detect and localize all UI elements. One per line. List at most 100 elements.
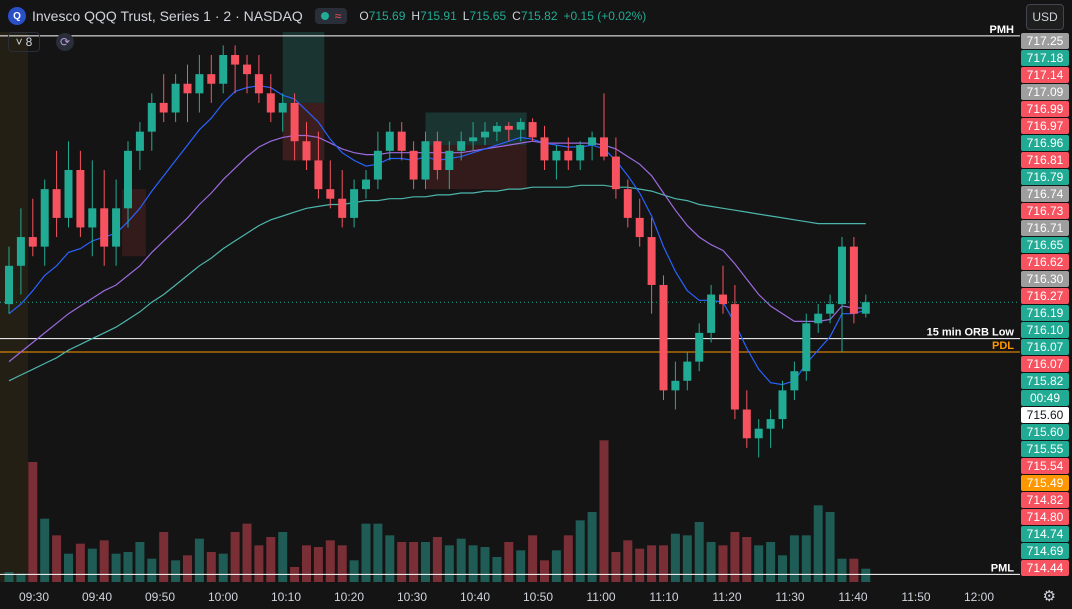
sync-icon[interactable]: ⟳ xyxy=(56,33,74,51)
candle-up xyxy=(861,302,870,314)
candle-up xyxy=(373,150,382,180)
price-label-bg xyxy=(1021,356,1069,372)
volume-bar xyxy=(349,560,359,582)
volume-bar xyxy=(64,553,73,582)
high-value: 715.91 xyxy=(420,9,457,23)
time-tick-label: 11:30 xyxy=(775,590,804,604)
candle-up xyxy=(16,237,25,266)
price-label: 716.74 xyxy=(1027,187,1064,201)
price-label: 717.18 xyxy=(1027,51,1064,65)
candle-up xyxy=(766,419,775,429)
volume-bar xyxy=(849,558,859,582)
low-label: L xyxy=(462,9,470,23)
volume-bar xyxy=(361,523,371,582)
price-label: 715.60 xyxy=(1027,408,1064,422)
candle-up xyxy=(64,169,73,218)
volume-bar xyxy=(325,540,335,582)
volume-bar xyxy=(194,538,204,582)
price-label: 716.65 xyxy=(1027,238,1064,252)
volume-bar xyxy=(171,560,181,582)
candle-down xyxy=(397,131,406,151)
price-label-bg xyxy=(1021,169,1069,185)
price-label: 714.69 xyxy=(1027,544,1064,558)
time-axis xyxy=(0,582,1020,609)
volume-bar xyxy=(635,548,645,582)
candle-down xyxy=(231,54,240,65)
volume-bar xyxy=(40,518,50,582)
price-label: 716.99 xyxy=(1027,102,1064,116)
volume-bar xyxy=(706,542,716,582)
price-label-bg xyxy=(1021,254,1069,270)
candle-up xyxy=(5,265,13,305)
volume-bar xyxy=(456,538,466,582)
symbol-title[interactable]: Invesco QQQ Trust, Series 1 · 2 · NASDAQ xyxy=(32,8,303,24)
price-label-bg xyxy=(1021,509,1069,525)
symbol-header: Q Invesco QQQ Trust, Series 1 · 2 · NASD… xyxy=(0,0,646,32)
volume-bar xyxy=(218,553,228,582)
premarket-shade xyxy=(0,32,28,582)
volume-bar xyxy=(409,542,419,582)
candle-down xyxy=(76,169,85,228)
volume-bar xyxy=(789,535,799,582)
volume-bar xyxy=(159,532,169,582)
candle-down xyxy=(719,294,727,305)
ohlc-readout: O715.69 H715.91 L715.65 C715.82 +0.15 (+… xyxy=(359,9,646,23)
candle-up xyxy=(588,137,597,146)
price-label-bg xyxy=(1021,67,1069,83)
price-label-bg xyxy=(1021,186,1069,202)
candle-up xyxy=(40,189,49,247)
candle-down xyxy=(159,102,168,113)
price-label: 716.62 xyxy=(1027,255,1064,269)
price-label-bg xyxy=(1021,305,1069,321)
price-label-bg xyxy=(1021,475,1069,491)
price-label-bg xyxy=(1021,203,1069,219)
indicator-toggle[interactable]: ˅ 8 xyxy=(8,32,40,52)
candle-up xyxy=(88,208,97,228)
volume-bar xyxy=(516,550,526,582)
price-label-bg xyxy=(1021,50,1069,66)
price-label: 717.14 xyxy=(1027,68,1064,82)
volume-bar xyxy=(480,547,490,582)
price-label: 714.74 xyxy=(1027,527,1064,541)
candle-down xyxy=(611,156,620,190)
volume-bar xyxy=(754,545,764,582)
market-open-icon xyxy=(320,12,329,20)
time-tick-label: 11:50 xyxy=(901,590,930,604)
candle-down xyxy=(647,237,656,285)
candle-up xyxy=(838,246,846,305)
currency-button[interactable]: USD xyxy=(1026,4,1064,30)
candle-up xyxy=(124,150,132,209)
time-tick-label: 12:00 xyxy=(964,590,994,604)
time-tick-label: 10:00 xyxy=(208,590,238,604)
time-tick-label: 09:40 xyxy=(82,590,112,604)
qqq-logo-icon: Q xyxy=(8,7,26,25)
time-tick-label: 09:50 xyxy=(145,590,175,604)
candle-up xyxy=(492,125,501,132)
volume-bar xyxy=(623,540,633,582)
volume-bar xyxy=(87,548,97,582)
volume-bar xyxy=(528,535,538,582)
price-label-bg xyxy=(1021,390,1069,406)
candle-down xyxy=(433,141,442,170)
candle-down xyxy=(314,160,323,190)
volume-bar xyxy=(540,560,549,582)
time-tick-label: 11:00 xyxy=(586,590,615,604)
volume-bar xyxy=(801,535,811,582)
volume-bar xyxy=(278,532,288,582)
candle-up xyxy=(778,390,787,420)
volume-bar xyxy=(302,545,311,582)
long-position-target-zone xyxy=(282,32,325,103)
candle-up xyxy=(135,131,144,151)
price-label-bg xyxy=(1021,458,1069,474)
price-label: 716.73 xyxy=(1027,204,1064,218)
candle-up xyxy=(754,428,763,439)
price-label: 715.49 xyxy=(1027,476,1064,490)
candle-up xyxy=(112,208,121,247)
candle-up xyxy=(481,131,489,138)
price-label: 00:49 xyxy=(1030,391,1060,405)
gear-icon[interactable]: ⚙ xyxy=(1042,588,1056,605)
market-status[interactable]: ≈ xyxy=(314,8,348,24)
candle-up xyxy=(516,122,525,130)
price-label-bg xyxy=(1021,152,1069,168)
